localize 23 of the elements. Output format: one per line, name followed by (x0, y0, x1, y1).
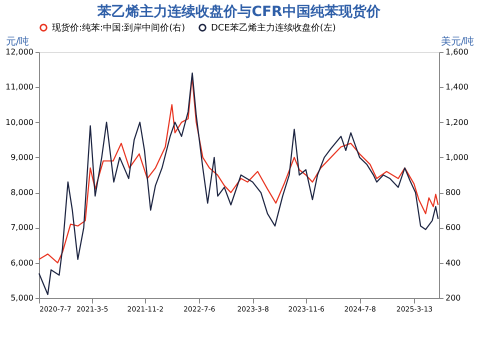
legend-label: DCE苯乙烯主力连续收盘价(左) (211, 22, 336, 34)
y2-tick-label: 800 (446, 188, 461, 198)
y-tick-label: 8,000 (10, 188, 34, 198)
y2-tick-label: 600 (446, 223, 461, 232)
y-tick-label: 9,000 (10, 152, 34, 162)
y-tick-label: 5,000 (10, 294, 34, 302)
legend-label: 现货价:纯苯:中国:到岸中间价(右) (52, 22, 186, 34)
y2-tick-label: 1,000 (446, 152, 468, 162)
y2-tick-label: 200 (446, 294, 461, 302)
line-series (38, 72, 439, 296)
y-axis-title: 元/吨 (6, 36, 30, 48)
y2-axis-title: 美元/吨 (440, 36, 474, 48)
y-tick-label: 11,000 (6, 82, 34, 92)
y-tick-label: 12,000 (6, 48, 34, 56)
y2-tick-label: 1,200 (446, 118, 468, 127)
line-series (38, 76, 439, 264)
y2-tick-label: 1,400 (446, 82, 468, 92)
y2-tick-label: 400 (446, 258, 461, 268)
y-tick-label: 6,000 (10, 258, 34, 268)
chart-title: 苯乙烯主力连续收盘价与CFR中国纯苯现货价 (96, 3, 382, 20)
y-tick-label: 7,000 (10, 223, 34, 232)
y2-tick-label: 1,600 (446, 48, 468, 56)
y-tick-label: 10,000 (6, 118, 34, 127)
